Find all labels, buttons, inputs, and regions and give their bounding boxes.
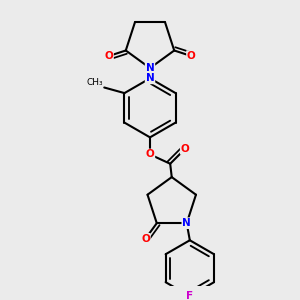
Text: O: O [187,51,196,61]
Text: O: O [104,51,113,61]
Text: N: N [146,63,154,73]
Text: O: O [141,234,150,244]
Text: F: F [186,291,194,300]
Text: N: N [182,218,191,228]
Text: O: O [181,144,190,154]
Text: N: N [146,73,154,83]
Text: O: O [146,149,154,159]
Text: CH₃: CH₃ [86,78,103,87]
